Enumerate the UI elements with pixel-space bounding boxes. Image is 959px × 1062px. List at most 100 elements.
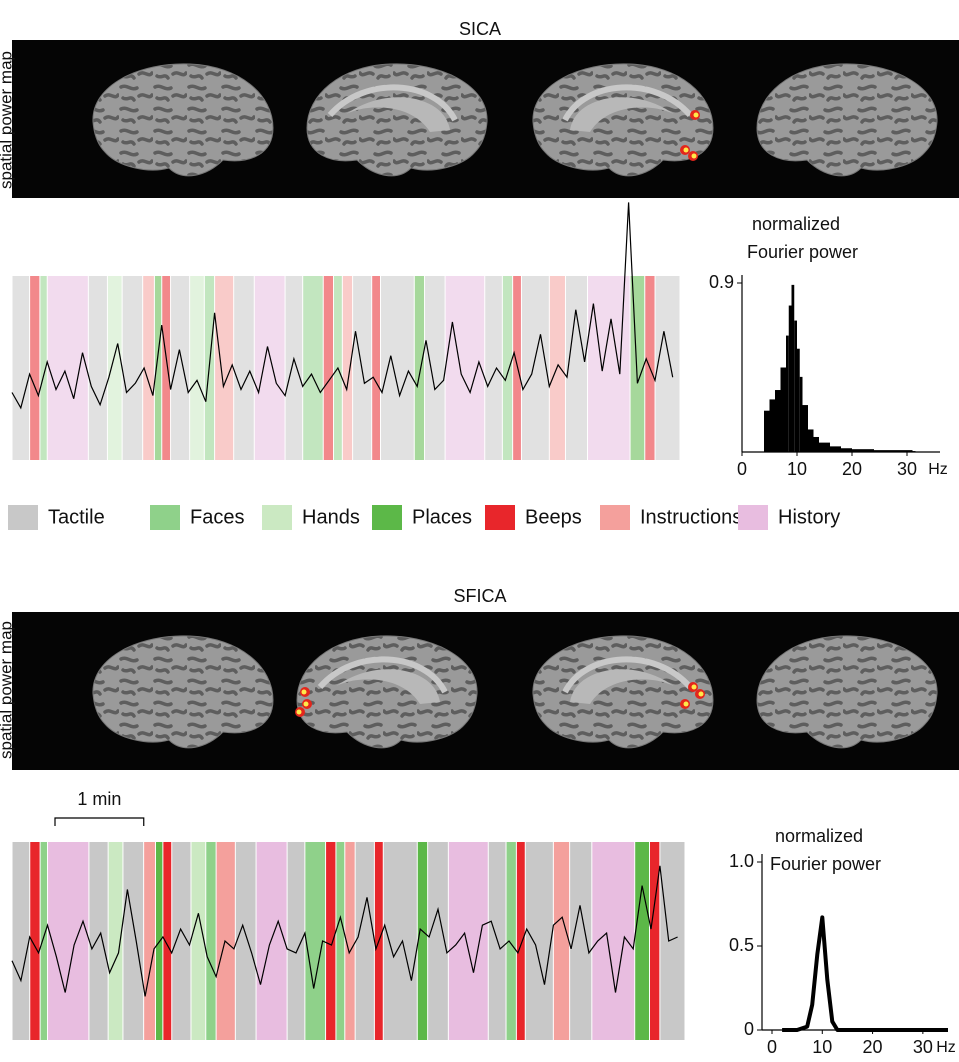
map-label: spatial power map: [0, 51, 15, 189]
condition-block: [656, 276, 680, 460]
condition-block: [660, 842, 684, 1040]
x-axis-label: Hz: [928, 461, 948, 478]
condition-block: [303, 276, 323, 460]
spectrum-bar: [800, 377, 803, 452]
condition-block: [418, 842, 427, 1040]
y-tick-label: 0: [744, 1019, 754, 1039]
x-tick-label: 30: [897, 459, 917, 479]
legend-swatch: [738, 505, 768, 530]
condition-block: [513, 276, 521, 460]
legend-label: Tactile: [48, 506, 105, 528]
spectrum-bar: [775, 390, 781, 452]
spectrum-bar: [797, 349, 800, 452]
figure: TactileFacesHandsPlacesBeepsInstructions…: [0, 0, 959, 1062]
x-tick-label: 20: [842, 459, 862, 479]
condition-block: [326, 842, 335, 1040]
condition-block: [449, 842, 488, 1040]
x-tick-label: 10: [812, 1037, 832, 1057]
condition-block: [89, 276, 107, 460]
y-tick-label: 0.9: [709, 272, 734, 292]
brain-surface: [533, 636, 713, 748]
condition-block: [343, 276, 352, 460]
activation-core: [684, 148, 689, 153]
condition-block: [257, 842, 287, 1040]
legend-swatch: [150, 505, 180, 530]
condition-block: [650, 842, 659, 1040]
activation-core: [692, 685, 697, 690]
condition-block: [206, 842, 215, 1040]
condition-block: [356, 842, 374, 1040]
brain-surface: [93, 64, 273, 176]
activation-core: [699, 692, 704, 697]
spectrum-bar: [764, 411, 770, 452]
condition-block: [522, 276, 549, 460]
condition-block: [108, 276, 122, 460]
condition-block: [554, 842, 569, 1040]
condition-block: [415, 276, 424, 460]
condition-block: [13, 276, 30, 460]
brain: [533, 636, 713, 748]
activation-core: [304, 702, 309, 707]
condition-block: [236, 842, 256, 1040]
activation-core: [297, 710, 302, 715]
condition-block: [631, 276, 645, 460]
brain-surface: [533, 64, 713, 176]
spectrum-bar: [808, 429, 814, 452]
brain-surface: [307, 64, 487, 176]
spectrum-bar: [896, 450, 913, 452]
condition-block: [503, 276, 512, 460]
legend-swatch: [600, 505, 630, 530]
scale-bar: [55, 818, 144, 826]
condition-block: [255, 276, 285, 460]
condition-block: [336, 842, 344, 1040]
spectrum-bar: [830, 446, 841, 452]
legend-label: Beeps: [525, 506, 582, 528]
condition-block: [635, 842, 649, 1040]
condition-block: [566, 276, 587, 460]
legend-swatch: [8, 505, 38, 530]
spectrum-bar: [841, 448, 852, 452]
spectrum-bar: [770, 399, 776, 452]
x-axis-label: Hz: [936, 1039, 956, 1056]
activation-core: [302, 690, 307, 695]
spectrum-bar: [792, 285, 795, 452]
y-tick-label: 1.0: [729, 851, 754, 871]
spectrum-bar: [874, 450, 896, 452]
brain-surface: [93, 636, 273, 748]
panel-title: SICA: [459, 19, 501, 39]
legend-label: Hands: [302, 506, 360, 528]
condition-block: [123, 276, 143, 460]
x-tick-label: 10: [787, 459, 807, 479]
condition-block: [89, 842, 107, 1040]
condition-block: [324, 276, 333, 460]
spectrum-bar: [786, 336, 789, 452]
brain-surface: [757, 64, 937, 176]
condition-block: [507, 842, 516, 1040]
condition-block: [234, 276, 254, 460]
legend-label: Places: [412, 506, 472, 528]
spectrum-bar: [913, 451, 916, 452]
brain: [757, 636, 937, 748]
condition-block: [123, 842, 143, 1040]
spectrum-bar: [794, 321, 797, 452]
scale-bar-label: 1 min: [77, 789, 121, 809]
panel-title: SFICA: [453, 586, 506, 606]
condition-block: [517, 842, 525, 1040]
condition-block: [171, 276, 189, 460]
legend-label: Instructions: [640, 506, 742, 528]
condition-block: [286, 276, 303, 460]
legend-swatch: [372, 505, 402, 530]
brain: [307, 64, 487, 176]
condition-block: [485, 276, 502, 460]
x-tick-label: 0: [737, 459, 747, 479]
brain: [533, 64, 713, 176]
x-tick-label: 30: [913, 1037, 933, 1057]
condition-block: [162, 276, 170, 460]
brain-surface: [297, 636, 477, 748]
condition-block: [48, 842, 88, 1040]
spectrum-bar: [803, 405, 809, 452]
spectrum-title: Fourier power: [770, 854, 881, 874]
brain: [93, 64, 273, 176]
spectrum-title: normalized: [752, 214, 840, 234]
activation-core: [692, 154, 697, 159]
